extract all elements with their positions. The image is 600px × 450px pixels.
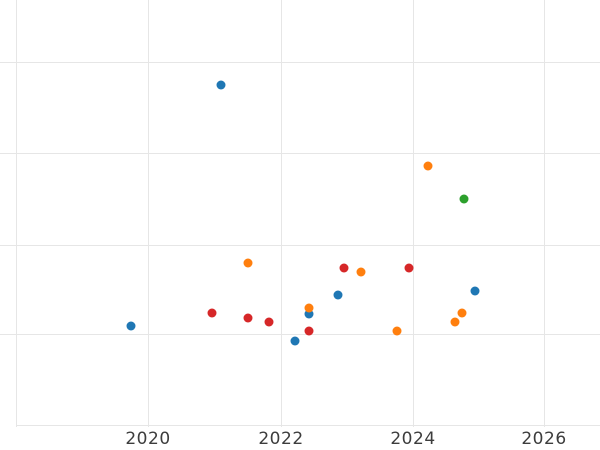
scatter-point-green xyxy=(459,194,469,204)
gridline-vertical xyxy=(544,0,545,427)
gridline-horizontal xyxy=(0,245,600,246)
x-axis-line xyxy=(16,425,600,426)
gridline-horizontal xyxy=(0,62,600,63)
scatter-point-orange xyxy=(304,303,314,313)
scatter-point-red xyxy=(339,263,349,273)
gridline-horizontal xyxy=(0,153,600,154)
scatter-point-blue xyxy=(304,309,314,319)
scatter-point-orange xyxy=(457,308,466,318)
scatter-point-blue xyxy=(216,80,226,90)
scatter-point-blue xyxy=(290,336,300,345)
scatter-point-blue xyxy=(333,290,343,299)
scatter-point-orange xyxy=(356,267,366,277)
scatter-point-orange xyxy=(450,317,460,327)
scatter-point-red xyxy=(264,317,274,327)
gridline-horizontal xyxy=(0,334,600,335)
gridline-vertical xyxy=(16,0,17,427)
x-tick-label: 2022 xyxy=(258,429,304,449)
scatter-point-red xyxy=(304,326,314,336)
scatter-point-red xyxy=(207,308,217,318)
x-tick-label: 2020 xyxy=(125,429,171,449)
scatter-point-red xyxy=(404,263,414,273)
scatter-point-orange xyxy=(243,258,253,268)
gridline-vertical xyxy=(281,0,282,427)
x-tick-label: 2024 xyxy=(390,429,436,449)
scatter-point-red xyxy=(243,313,253,323)
gridline-vertical xyxy=(413,0,414,427)
scatter-point-blue xyxy=(470,286,479,295)
scatter-point-orange xyxy=(423,161,433,171)
scatter-point-blue xyxy=(126,321,136,331)
scatter-point-orange xyxy=(392,326,402,336)
gridline-vertical xyxy=(148,0,149,427)
x-tick-label: 2026 xyxy=(521,429,567,449)
